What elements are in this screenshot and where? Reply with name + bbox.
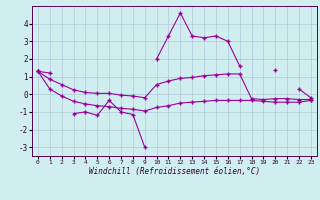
X-axis label: Windchill (Refroidissement éolien,°C): Windchill (Refroidissement éolien,°C) (89, 167, 260, 176)
